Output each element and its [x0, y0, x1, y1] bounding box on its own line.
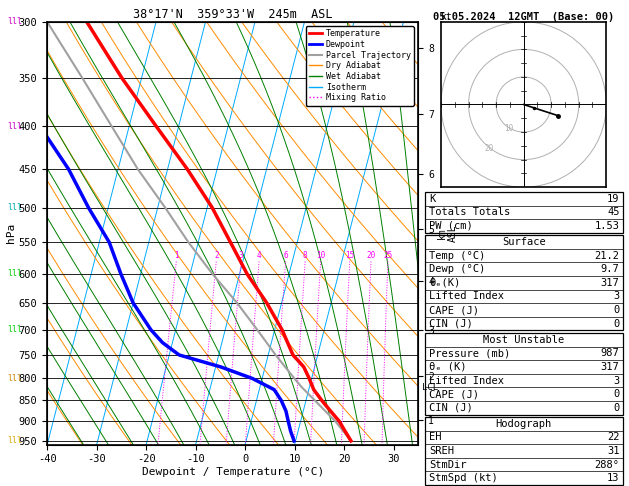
Text: 288°: 288° [594, 460, 620, 469]
Text: lll: lll [7, 269, 22, 278]
Text: EH: EH [429, 433, 442, 442]
Text: K: K [429, 194, 435, 204]
Text: lll: lll [7, 203, 22, 212]
Text: 15: 15 [345, 251, 354, 260]
Text: 45: 45 [607, 208, 620, 217]
Y-axis label: km
ASL: km ASL [437, 225, 459, 242]
Text: 6: 6 [284, 251, 288, 260]
Text: SREH: SREH [429, 446, 454, 456]
Text: 3: 3 [239, 251, 243, 260]
Text: 1.53: 1.53 [594, 221, 620, 231]
Text: lll: lll [7, 17, 22, 26]
Text: 05.05.2024  12GMT  (Base: 00): 05.05.2024 12GMT (Base: 00) [433, 12, 615, 22]
Text: 8: 8 [303, 251, 308, 260]
Text: 22: 22 [607, 433, 620, 442]
Text: 0: 0 [613, 319, 620, 329]
Text: Totals Totals: Totals Totals [429, 208, 510, 217]
Text: CAPE (J): CAPE (J) [429, 305, 479, 315]
Text: 0: 0 [613, 305, 620, 315]
Text: StmDir: StmDir [429, 460, 467, 469]
Text: 20: 20 [484, 144, 493, 153]
Text: θₑ(K): θₑ(K) [429, 278, 460, 288]
Text: lll: lll [7, 325, 22, 334]
Text: 3: 3 [613, 376, 620, 385]
Text: Surface: Surface [502, 237, 545, 247]
Text: 10: 10 [504, 124, 513, 133]
Text: Pressure (mb): Pressure (mb) [429, 348, 510, 358]
Text: 2: 2 [214, 251, 219, 260]
Text: 317: 317 [601, 362, 620, 372]
Text: Most Unstable: Most Unstable [483, 335, 564, 345]
Text: 13: 13 [607, 473, 620, 483]
Text: 21.2: 21.2 [594, 251, 620, 260]
Text: 9.7: 9.7 [601, 264, 620, 274]
Text: 0: 0 [613, 403, 620, 413]
Text: LCL: LCL [423, 383, 438, 392]
Text: Temp (°C): Temp (°C) [429, 251, 485, 260]
Text: 20: 20 [367, 251, 376, 260]
Text: kt: kt [441, 12, 453, 22]
Text: CIN (J): CIN (J) [429, 403, 473, 413]
Text: lll: lll [7, 436, 22, 445]
Text: Lifted Index: Lifted Index [429, 292, 504, 301]
Text: 25: 25 [383, 251, 392, 260]
Text: 1: 1 [174, 251, 179, 260]
Text: PW (cm): PW (cm) [429, 221, 473, 231]
Text: θₑ (K): θₑ (K) [429, 362, 467, 372]
Text: 4: 4 [257, 251, 262, 260]
Y-axis label: hPa: hPa [6, 223, 16, 243]
Title: 38°17'N  359°33'W  245m  ASL: 38°17'N 359°33'W 245m ASL [133, 8, 333, 21]
Text: 10: 10 [316, 251, 325, 260]
Text: lll: lll [7, 122, 22, 131]
Text: 19: 19 [607, 194, 620, 204]
Text: 0: 0 [613, 389, 620, 399]
Text: StmSpd (kt): StmSpd (kt) [429, 473, 498, 483]
Text: 987: 987 [601, 348, 620, 358]
Text: 31: 31 [607, 446, 620, 456]
Text: Dewp (°C): Dewp (°C) [429, 264, 485, 274]
Text: lll: lll [7, 374, 22, 383]
Legend: Temperature, Dewpoint, Parcel Trajectory, Dry Adiabat, Wet Adiabat, Isotherm, Mi: Temperature, Dewpoint, Parcel Trajectory… [306, 26, 414, 105]
Text: Lifted Index: Lifted Index [429, 376, 504, 385]
Text: Hodograph: Hodograph [496, 419, 552, 429]
Text: CIN (J): CIN (J) [429, 319, 473, 329]
Text: 317: 317 [601, 278, 620, 288]
Text: CAPE (J): CAPE (J) [429, 389, 479, 399]
Text: 3: 3 [613, 292, 620, 301]
X-axis label: Dewpoint / Temperature (°C): Dewpoint / Temperature (°C) [142, 467, 324, 477]
